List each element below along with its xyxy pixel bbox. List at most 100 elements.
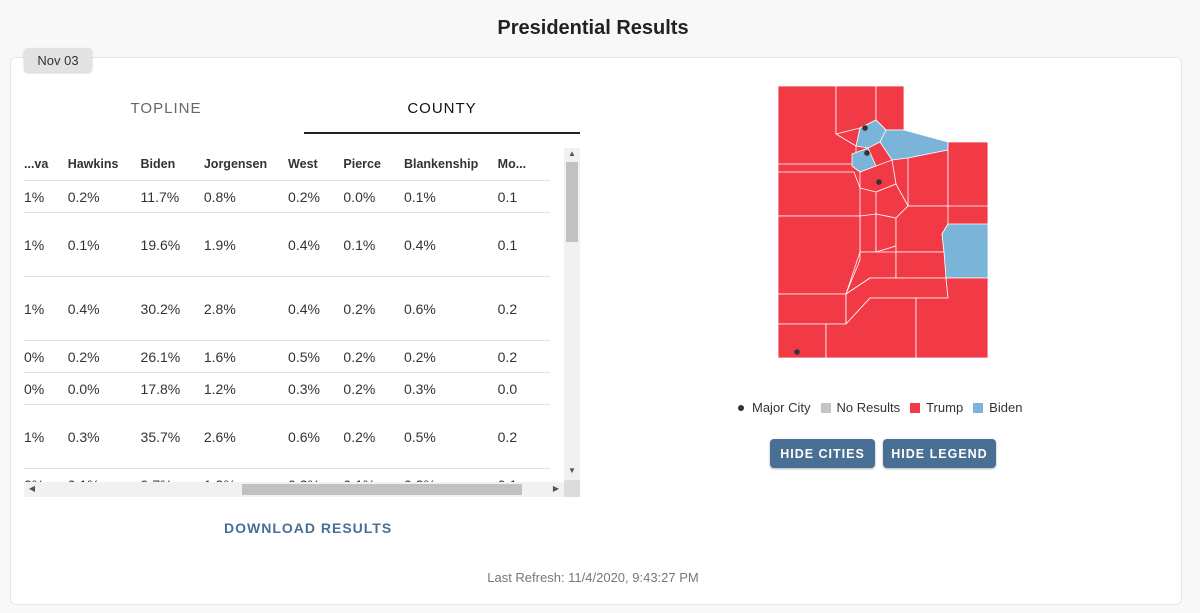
- county-region[interactable]: [875, 85, 905, 131]
- table-cell: 26.1%: [140, 340, 204, 373]
- county-region[interactable]: [895, 205, 949, 253]
- table-row: 1% 0.2% 11.7% 0.8% 0.2% 0.0% 0.1% 0.1: [24, 180, 550, 213]
- column-header-jorgensen[interactable]: Jorgensen: [203, 148, 289, 181]
- county-region[interactable]: [777, 171, 861, 217]
- horizontal-scrollbar[interactable]: ◀ ▶: [24, 482, 564, 497]
- county-region[interactable]: [907, 149, 949, 207]
- table-cell: 0.5%: [403, 404, 498, 469]
- no-results-swatch-icon: [820, 402, 831, 413]
- table-cell: 1%: [24, 180, 68, 213]
- county-region[interactable]: [895, 251, 947, 279]
- county-region[interactable]: [777, 215, 861, 295]
- county-region[interactable]: [777, 293, 847, 325]
- table-row: 0% 0.2% 26.1% 1.6% 0.5% 0.2% 0.2% 0.2: [24, 340, 550, 373]
- table-cell: 0.6%: [403, 276, 498, 341]
- table-cell: 0.0: [497, 372, 550, 405]
- county-results-table: ...va Hawkins Biden Jorgensen West Pierc…: [24, 148, 580, 497]
- scroll-down-arrow-icon[interactable]: ▼: [568, 466, 576, 475]
- column-header-west[interactable]: West: [288, 148, 344, 181]
- table-cell: 19.6%: [140, 212, 204, 277]
- county-region[interactable]: [859, 213, 877, 253]
- tab-topline[interactable]: TOPLINE: [130, 100, 202, 117]
- table-cell: 1%: [24, 276, 68, 341]
- table-cell: 0.4%: [67, 276, 141, 341]
- last-refresh-timestamp: Last Refresh: 11/4/2020, 9:43:27 PM: [487, 570, 699, 585]
- table-cell: 0.4%: [288, 276, 344, 341]
- column-header-biden[interactable]: Biden: [140, 148, 204, 181]
- hide-cities-button[interactable]: HIDE CITIES: [770, 439, 875, 468]
- table-row: 1% 0.4% 30.2% 2.8% 0.4% 0.2% 0.6% 0.2: [24, 276, 550, 341]
- table-cell: 1.2%: [203, 372, 289, 405]
- tab-county[interactable]: COUNTY: [304, 100, 580, 134]
- table-cell: 0.1%: [67, 212, 141, 277]
- legend-item-no-results: No Results: [820, 400, 901, 415]
- scrollbar-corner: [564, 480, 580, 497]
- utah-county-map: [777, 85, 989, 359]
- date-chip[interactable]: Nov 03: [24, 48, 92, 72]
- horizontal-scroll-thumb[interactable]: [242, 484, 522, 495]
- vertical-scrollbar[interactable]: ▲ ▼: [564, 148, 580, 480]
- hide-legend-button[interactable]: HIDE LEGEND: [883, 439, 996, 468]
- county-region[interactable]: [947, 141, 989, 207]
- scroll-left-arrow-icon[interactable]: ◀: [28, 484, 36, 493]
- table-cell: 0.2%: [343, 372, 404, 405]
- column-header[interactable]: Mo...: [497, 148, 550, 181]
- table-row: 1% 0.1% 19.6% 1.9% 0.4% 0.1% 0.4% 0.1: [24, 212, 550, 277]
- trump-swatch-icon: [910, 402, 921, 413]
- map-legend: Major City No Results Trump Biden: [738, 400, 1032, 415]
- table-cell: 0.1%: [343, 212, 404, 277]
- table-cell: 0%: [24, 372, 68, 405]
- table-cell: 2.6%: [203, 404, 289, 469]
- table-cell: 35.7%: [140, 404, 204, 469]
- table-cell: 1.9%: [203, 212, 289, 277]
- table-cell: 1.6%: [203, 340, 289, 373]
- scroll-up-arrow-icon[interactable]: ▲: [568, 149, 576, 158]
- table-cell: 2.8%: [203, 276, 289, 341]
- major-city-marker[interactable]: [864, 150, 870, 156]
- legend-label: No Results: [836, 400, 901, 415]
- table-cell: 0.5%: [288, 340, 344, 373]
- table-cell: 0.4%: [403, 212, 498, 277]
- legend-item-biden: Biden: [973, 400, 1022, 415]
- download-results-button[interactable]: DOWNLOAD RESULTS: [224, 520, 393, 536]
- scroll-right-arrow-icon[interactable]: ▶: [552, 484, 560, 493]
- legend-item-major-city: Major City: [738, 400, 811, 415]
- table-header-row: ...va Hawkins Biden Jorgensen West Pierc…: [24, 148, 550, 181]
- major-city-marker[interactable]: [794, 349, 800, 355]
- table-cell: 0.0%: [67, 372, 141, 405]
- column-header-pierce[interactable]: Pierce: [343, 148, 404, 181]
- legend-item-trump: Trump: [910, 400, 963, 415]
- column-header-blankenship[interactable]: Blankenship: [403, 148, 498, 181]
- column-header-hawkins[interactable]: Hawkins: [67, 148, 141, 181]
- table-cell: 0.3%: [67, 404, 141, 469]
- county-region[interactable]: [875, 213, 897, 253]
- major-city-marker[interactable]: [876, 179, 882, 185]
- county-region[interactable]: [777, 323, 827, 359]
- table-cell: 1%: [24, 404, 68, 469]
- table-cell: 17.8%: [140, 372, 204, 405]
- legend-label: Biden: [989, 400, 1023, 415]
- county-region[interactable]: [915, 277, 989, 359]
- table-cell: 0.2%: [403, 340, 498, 373]
- biden-swatch-icon: [973, 402, 984, 413]
- table-cell: 0.1: [497, 212, 550, 277]
- table-cell: 1%: [24, 212, 68, 277]
- table-cell: 0.2%: [67, 340, 141, 373]
- results-table: ...va Hawkins Biden Jorgensen West Pierc…: [24, 148, 550, 496]
- table-cell: 0.2%: [343, 404, 404, 469]
- table-cell: 0.2%: [67, 180, 141, 213]
- table-row: 1% 0.3% 35.7% 2.6% 0.6% 0.2% 0.5% 0.2: [24, 404, 550, 469]
- page-title: Presidential Results: [497, 17, 689, 39]
- column-header[interactable]: ...va: [24, 148, 68, 181]
- table-cell: 0.6%: [288, 404, 344, 469]
- table-cell: 0.2: [497, 276, 550, 341]
- table-cell: 0.1: [497, 180, 550, 213]
- table-cell: 0.2: [497, 404, 550, 469]
- county-region[interactable]: [941, 223, 989, 279]
- vertical-scroll-thumb[interactable]: [566, 162, 578, 242]
- table-row: 0% 0.0% 17.8% 1.2% 0.3% 0.2% 0.3% 0.0: [24, 372, 550, 405]
- table-cell: 0.2%: [288, 180, 344, 213]
- major-city-marker[interactable]: [862, 125, 868, 131]
- table-cell: 0.2: [497, 340, 550, 373]
- table-cell: 0.2%: [343, 276, 404, 341]
